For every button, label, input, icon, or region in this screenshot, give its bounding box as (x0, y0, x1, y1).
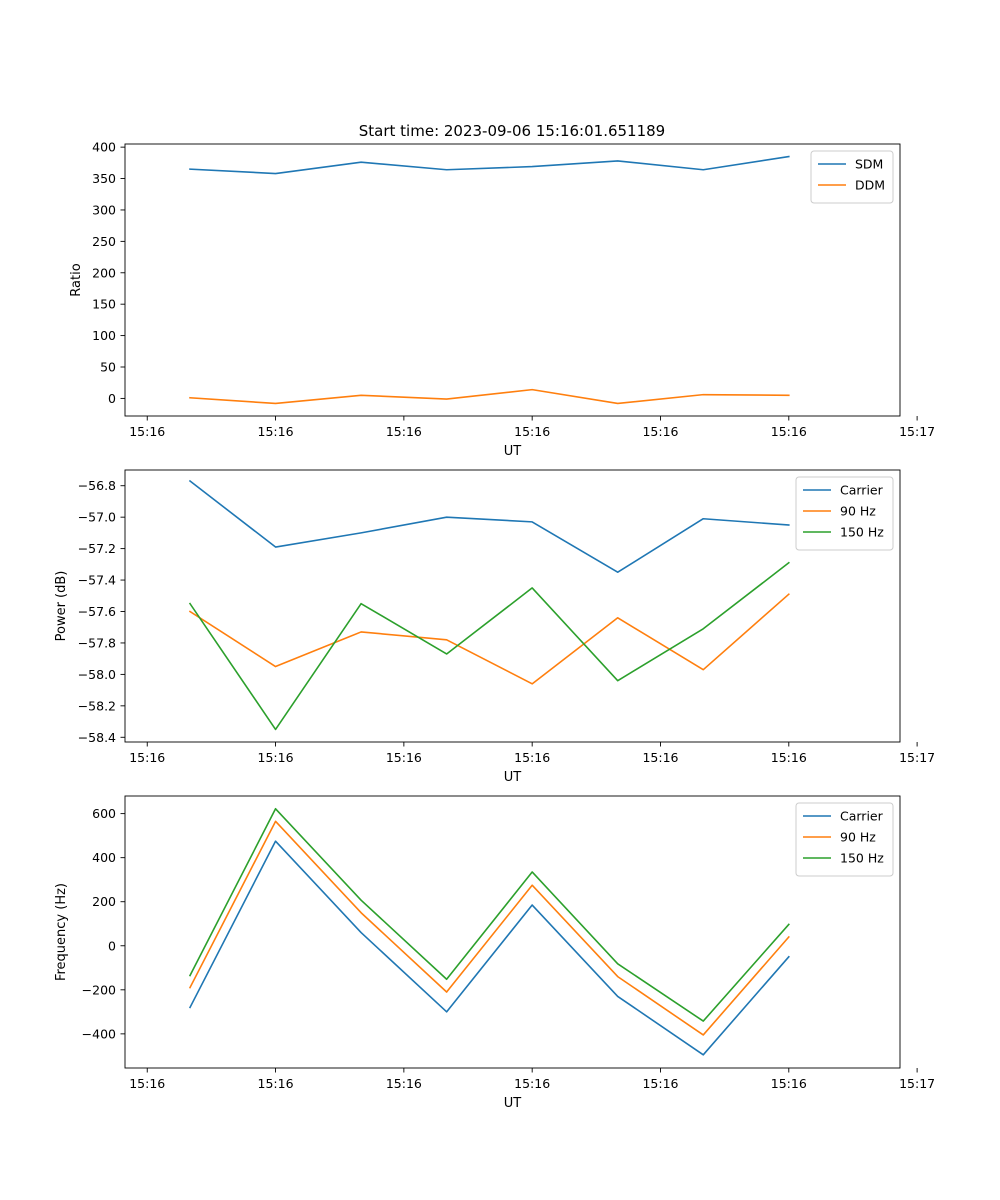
ratio-x-axis-label: UT (504, 444, 522, 459)
frequency-axes-frame (124, 795, 901, 1069)
ratio-x-tick-label: 15:16 (258, 424, 294, 439)
frequency-series-150-hz (188, 807, 790, 1022)
frequency-y-tick-label: 400 (92, 850, 116, 865)
power-series-150-hz (188, 561, 790, 731)
axes-ratio: 15:16 15:16 15:16 15:16 15:16 15:16 15:17 0 50 10… (69, 140, 935, 459)
power-x-tick-label: 15:16 (129, 750, 165, 765)
ratio-y-tick-label: 150 (92, 297, 116, 312)
frequency-x-tick-label: 15:16 (129, 1076, 165, 1091)
frequency-y-tick-label: 200 (92, 894, 116, 909)
axes-frequency: 15:16 15:16 15:16 15:16 15:16 15:16 15:17 −400 −… (54, 795, 935, 1111)
ratio-series-ddm (189, 388, 790, 405)
ratio-y-tick-label: 250 (92, 234, 116, 249)
frequency-y-axis-label: Frequency (Hz) (54, 883, 69, 981)
axes-power: 15:16 15:16 15:16 15:16 15:16 15:16 15:17 −58.4… (54, 469, 935, 785)
power-y-tick-label: −57.0 (78, 510, 116, 525)
power-y-tick-label: −56.8 (78, 478, 116, 493)
power-x-tick-label: 15:16 (258, 750, 294, 765)
ratio-x-tick-label: 15:16 (642, 424, 678, 439)
ratio-y-axis-label: Ratio (69, 263, 84, 296)
ratio-x-tick-label: 15:16 (771, 424, 807, 439)
frequency-x-tick-label: 15:16 (258, 1076, 294, 1091)
power-x-tick-label: 15:16 (642, 750, 678, 765)
power-legend: Carrier 90 Hz 150 Hz (795, 476, 894, 551)
frequency-legend-label: Carrier (840, 809, 884, 824)
ratio-legend: SDM DDM (810, 150, 894, 204)
ratio-legend-label: SDM (855, 157, 883, 172)
frequency-x-tick-label: 15:16 (514, 1076, 550, 1091)
power-y-tick-label: −58.2 (78, 698, 116, 713)
power-y-tick-label: −57.2 (78, 541, 116, 556)
ratio-x-tick-label: 15:17 (899, 424, 935, 439)
frequency-y-tick-label: −200 (82, 982, 116, 997)
power-series-90-hz (188, 593, 790, 685)
power-x-tick-label: 15:16 (771, 750, 807, 765)
ratio-y-tick-label: 350 (92, 171, 116, 186)
frequency-series-carrier (188, 840, 790, 1056)
frequency-x-tick-label: 15:16 (642, 1076, 678, 1091)
figure-title: Start time: 2023-09-06 15:16:01.651189 (359, 122, 665, 140)
power-axes-frame (124, 469, 901, 743)
power-y-tick-label: −57.8 (78, 635, 116, 650)
frequency-y-tick-label: 0 (108, 938, 116, 953)
power-x-tick-label: 15:16 (386, 750, 422, 765)
frequency-legend-label: 150 Hz (840, 851, 884, 866)
power-x-tick-label: 15:16 (514, 750, 550, 765)
power-legend-label: 90 Hz (840, 504, 876, 519)
power-legend-label: Carrier (840, 483, 884, 498)
power-y-tick-label: −58.0 (78, 667, 116, 682)
ratio-y-tick-label: 400 (92, 140, 116, 155)
axes-layer: 15:16 15:16 15:16 15:16 15:16 15:16 15:17 0 50 10… (54, 140, 935, 1111)
power-y-tick-label: −57.4 (78, 573, 116, 588)
ratio-y-tick-label: 300 (92, 202, 116, 217)
frequency-legend-label: 90 Hz (840, 830, 876, 845)
ratio-y-tick-label: 0 (108, 391, 116, 406)
frequency-y-tick-label: −400 (82, 1026, 116, 1041)
power-x-axis-label: UT (504, 770, 522, 785)
ratio-axes-frame (124, 143, 901, 417)
frequency-legend: Carrier 90 Hz 150 Hz (795, 802, 894, 877)
frequency-y-tick-label: 600 (92, 806, 116, 821)
frequency-series-90-hz (188, 820, 790, 1036)
ratio-series-sdm (189, 155, 790, 175)
ratio-y-tick-label: 100 (92, 328, 116, 343)
ratio-y-tick-label: 50 (100, 360, 116, 375)
power-y-tick-label: −57.6 (78, 604, 116, 619)
ratio-x-tick-label: 15:16 (514, 424, 550, 439)
frequency-x-tick-label: 15:16 (771, 1076, 807, 1091)
frequency-x-tick-label: 15:17 (899, 1076, 935, 1091)
power-legend-label: 150 Hz (840, 525, 884, 540)
ratio-x-tick-label: 15:16 (386, 424, 422, 439)
frequency-x-tick-label: 15:16 (386, 1076, 422, 1091)
power-x-tick-label: 15:17 (899, 750, 935, 765)
power-y-axis-label: Power (dB) (54, 571, 69, 642)
ratio-y-tick-label: 200 (92, 265, 116, 280)
frequency-x-axis-label: UT (504, 1096, 522, 1111)
ratio-x-tick-label: 15:16 (129, 424, 165, 439)
ratio-legend-label: DDM (855, 178, 885, 193)
power-series-carrier (188, 479, 790, 574)
power-y-tick-label: −58.4 (78, 730, 116, 745)
